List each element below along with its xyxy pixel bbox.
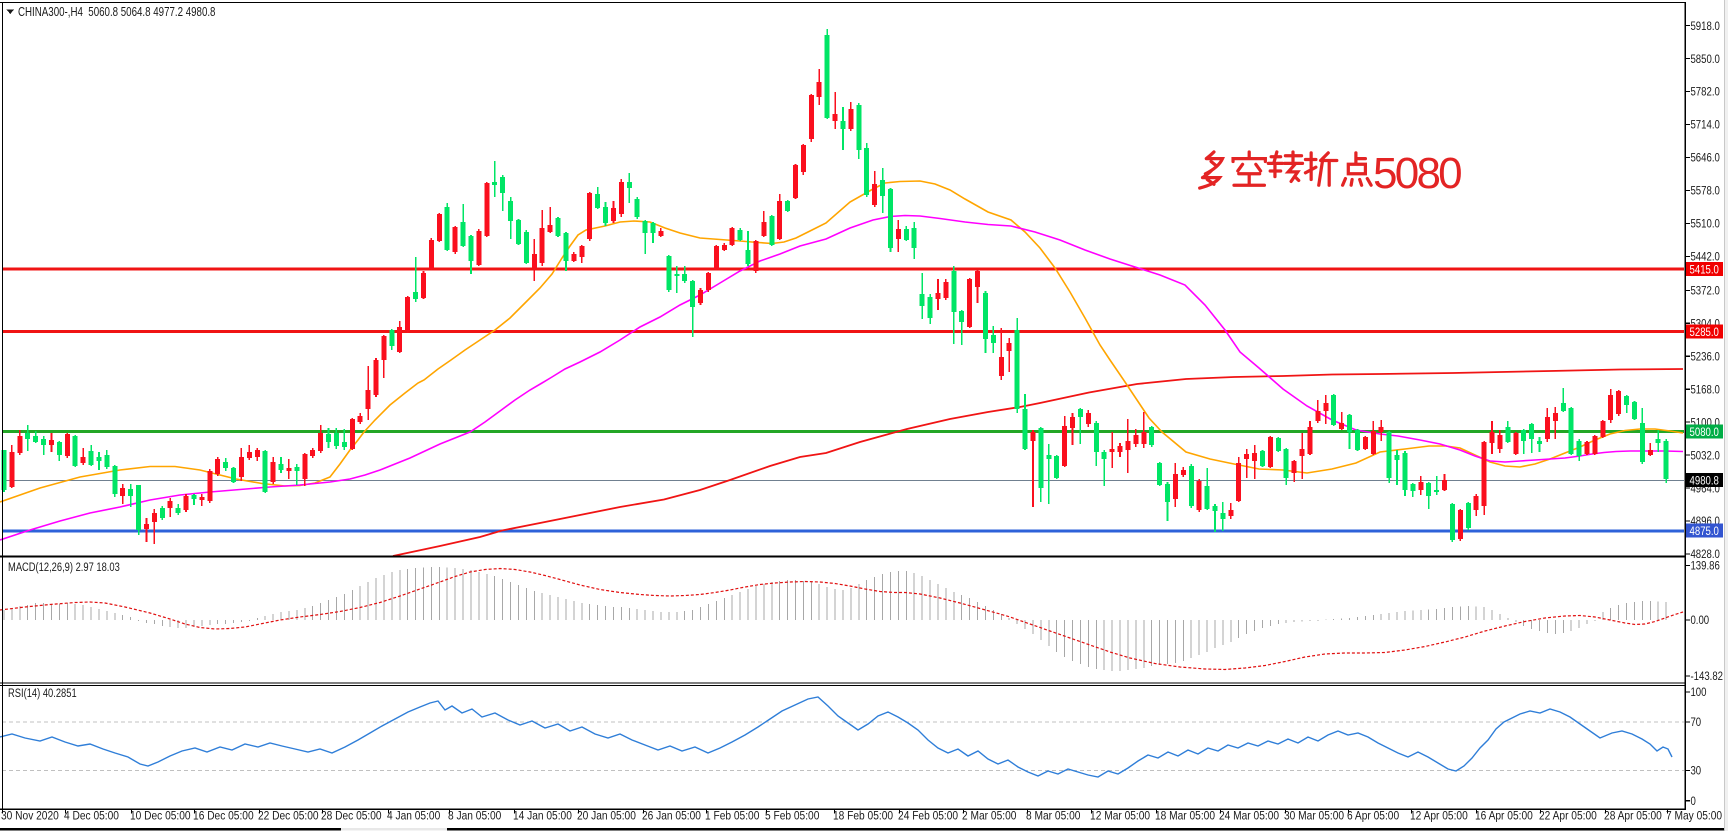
svg-text:28 Apr 05:00: 28 Apr 05:00	[1604, 810, 1662, 823]
svg-text:5415.0: 5415.0	[1690, 263, 1719, 276]
svg-text:5646.0: 5646.0	[1690, 152, 1719, 165]
svg-text:5782.0: 5782.0	[1690, 86, 1719, 99]
svg-text:12 Apr 05:00: 12 Apr 05:00	[1410, 810, 1468, 823]
svg-text:18 Feb 05:00: 18 Feb 05:00	[833, 810, 893, 823]
svg-text:8 Mar 05:00: 8 Mar 05:00	[1026, 810, 1080, 823]
svg-text:4980.8: 4980.8	[1690, 474, 1719, 487]
svg-text:16 Dec 05:00: 16 Dec 05:00	[193, 810, 254, 823]
svg-text:2 Mar 05:00: 2 Mar 05:00	[962, 810, 1016, 823]
svg-text:5080: 5080	[1373, 149, 1461, 198]
svg-text:24 Feb 05:00: 24 Feb 05:00	[898, 810, 958, 823]
svg-text:MACD(12,26,9) 2.97 18.03: MACD(12,26,9) 2.97 18.03	[8, 561, 120, 574]
svg-text:5714.0: 5714.0	[1690, 119, 1719, 132]
svg-text:26 Jan 05:00: 26 Jan 05:00	[642, 810, 701, 823]
svg-text:5168.0: 5168.0	[1690, 383, 1719, 396]
svg-text:5032.0: 5032.0	[1690, 449, 1719, 462]
svg-text:0: 0	[1690, 795, 1695, 808]
svg-text:5918.0: 5918.0	[1690, 20, 1719, 33]
svg-text:-143.82: -143.82	[1690, 670, 1723, 683]
svg-text:5285.0: 5285.0	[1690, 326, 1719, 339]
svg-text:RSI(14) 40.2851: RSI(14) 40.2851	[8, 687, 77, 700]
svg-text:14 Jan 05:00: 14 Jan 05:00	[513, 810, 572, 823]
svg-text:30 Nov 2020: 30 Nov 2020	[1, 810, 59, 823]
svg-text:10 Dec 05:00: 10 Dec 05:00	[130, 810, 191, 823]
svg-text:20 Jan 05:00: 20 Jan 05:00	[577, 810, 636, 823]
svg-text:4 Jan 05:00: 4 Jan 05:00	[387, 810, 440, 823]
svg-text:4875.0: 4875.0	[1690, 525, 1719, 538]
svg-text:5236.0: 5236.0	[1690, 350, 1719, 363]
svg-text:6 Apr 05:00: 6 Apr 05:00	[1347, 810, 1399, 823]
svg-text:CHINA300-,H4 5060.8 5064.8 49: CHINA300-,H4 5060.8 5064.8 4977.2 4980.8	[18, 6, 215, 19]
svg-text:70: 70	[1690, 716, 1701, 729]
svg-text:24 Mar 05:00: 24 Mar 05:00	[1219, 810, 1279, 823]
svg-text:4 Dec 05:00: 4 Dec 05:00	[64, 810, 119, 823]
svg-text:18 Mar 05:00: 18 Mar 05:00	[1155, 810, 1215, 823]
svg-text:5510.0: 5510.0	[1690, 218, 1719, 231]
svg-text:30: 30	[1690, 765, 1701, 778]
svg-text:5 Feb 05:00: 5 Feb 05:00	[765, 810, 819, 823]
svg-text:5578.0: 5578.0	[1690, 185, 1719, 198]
svg-text:5372.0: 5372.0	[1690, 285, 1719, 298]
svg-text:8 Jan 05:00: 8 Jan 05:00	[448, 810, 501, 823]
svg-text:22 Apr 05:00: 22 Apr 05:00	[1539, 810, 1597, 823]
svg-text:100: 100	[1690, 686, 1706, 699]
svg-text:1 Feb 05:00: 1 Feb 05:00	[705, 810, 759, 823]
svg-text:5442.0: 5442.0	[1690, 251, 1719, 264]
svg-text:4828.0: 4828.0	[1690, 548, 1719, 561]
svg-text:0.00: 0.00	[1690, 614, 1709, 627]
svg-text:139.86: 139.86	[1690, 560, 1719, 573]
svg-text:28 Dec 05:00: 28 Dec 05:00	[321, 810, 382, 823]
svg-text:5850.0: 5850.0	[1690, 53, 1719, 66]
svg-text:5080.0: 5080.0	[1690, 426, 1719, 439]
svg-text:30 Mar 05:00: 30 Mar 05:00	[1284, 810, 1344, 823]
svg-text:16 Apr 05:00: 16 Apr 05:00	[1475, 810, 1533, 823]
svg-text:22 Dec 05:00: 22 Dec 05:00	[258, 810, 319, 823]
svg-text:7 May 05:00: 7 May 05:00	[1666, 810, 1722, 823]
svg-text:12 Mar 05:00: 12 Mar 05:00	[1090, 810, 1150, 823]
